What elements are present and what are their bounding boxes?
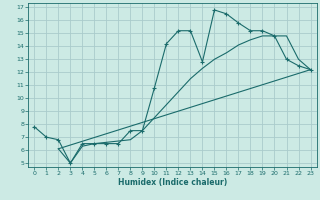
X-axis label: Humidex (Indice chaleur): Humidex (Indice chaleur) <box>118 178 227 187</box>
